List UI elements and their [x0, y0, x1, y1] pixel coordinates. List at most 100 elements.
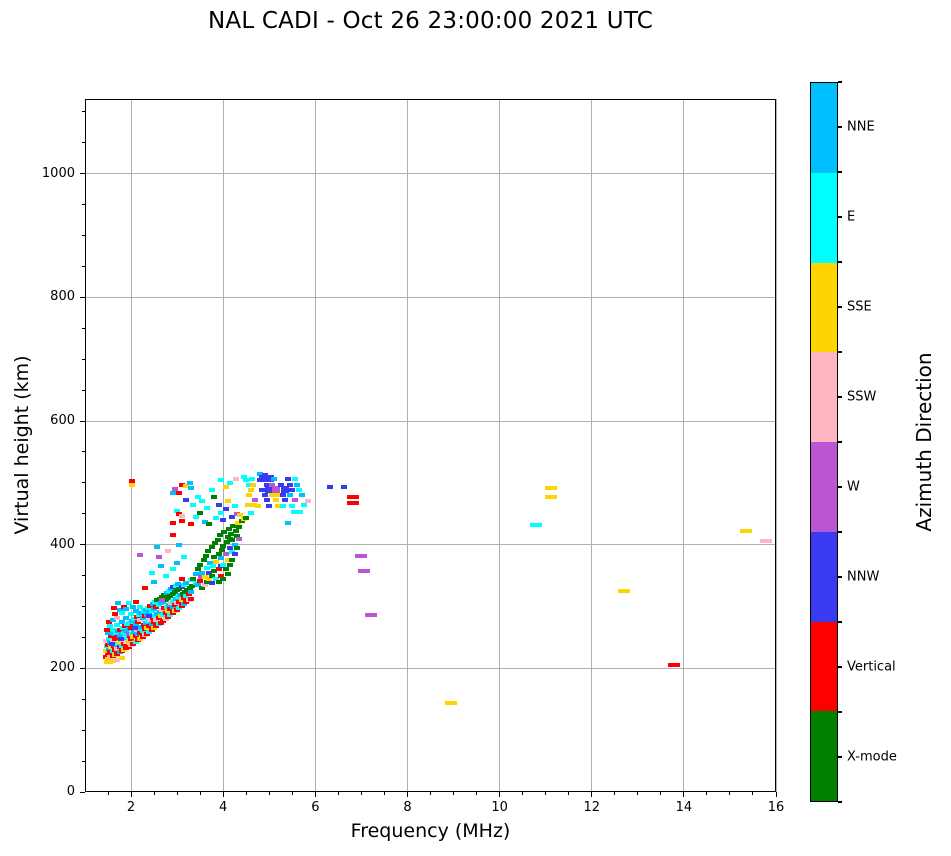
colorbar-segment-ssw [811, 352, 837, 442]
data-point [128, 482, 135, 487]
data-point [201, 574, 208, 579]
colorbar-axis-label: Azimuth Direction [912, 352, 936, 532]
data-point [296, 487, 303, 492]
data-point [210, 495, 217, 500]
data-point [208, 488, 215, 493]
x-minor-tick [199, 792, 201, 795]
data-point [234, 534, 241, 539]
x-axis-label: Frequency (MHz) [350, 820, 511, 842]
data-point [245, 493, 252, 498]
y-minor-tick [82, 606, 85, 608]
data-point [229, 537, 236, 542]
data-point [213, 516, 220, 521]
x-minor-tick [729, 792, 731, 795]
data-point [187, 480, 194, 485]
data-point [181, 555, 188, 560]
data-point [197, 510, 204, 515]
x-tick [591, 792, 593, 797]
data-point [272, 486, 281, 494]
data-point [231, 504, 238, 509]
data-point [217, 573, 224, 578]
data-point [114, 657, 121, 662]
data-point [104, 628, 111, 633]
data-point [275, 503, 282, 508]
y-minor-tick [82, 698, 85, 700]
data-point [114, 615, 121, 620]
data-point [204, 505, 211, 510]
y-minor-tick [82, 327, 85, 329]
data-point [216, 533, 223, 538]
y-minor-tick [82, 111, 85, 113]
colorbar [810, 82, 838, 802]
data-point [107, 624, 114, 629]
y-tick-label: 600 [50, 413, 75, 429]
data-point [169, 567, 176, 572]
gridline-x [775, 99, 777, 792]
data-point [244, 503, 257, 508]
colorbar-tick [838, 801, 842, 803]
data-point [261, 472, 268, 477]
data-point [208, 573, 215, 578]
data-point [109, 628, 116, 633]
colorbar-tick [838, 486, 842, 488]
data-point [197, 562, 204, 567]
data-point [169, 533, 176, 538]
data-point [111, 611, 118, 616]
x-minor-tick [176, 792, 178, 795]
data-point [740, 529, 753, 534]
data-point [236, 525, 243, 530]
data-point [194, 494, 201, 499]
data-point [116, 607, 123, 612]
data-point [105, 637, 112, 642]
data-point [178, 519, 185, 524]
data-point [176, 491, 183, 496]
data-point [187, 522, 194, 527]
data-point [282, 498, 289, 503]
data-point [118, 619, 125, 624]
data-point [210, 568, 217, 573]
y-minor-tick [82, 266, 85, 268]
y-tick-label: 200 [50, 660, 75, 676]
data-point [210, 564, 217, 569]
data-point [298, 493, 305, 498]
data-point [194, 567, 201, 572]
data-point [259, 475, 268, 483]
colorbar-tick-label-x-mode: X-mode [847, 749, 897, 765]
data-point [231, 551, 238, 556]
data-point [151, 579, 158, 584]
data-point [174, 508, 181, 513]
data-point [132, 599, 139, 604]
y-minor-tick [82, 358, 85, 360]
data-point [222, 551, 229, 556]
colorbar-tick [838, 441, 842, 443]
data-point [222, 485, 229, 490]
x-tick [775, 792, 777, 797]
data-point [289, 503, 296, 508]
data-point [545, 485, 558, 490]
data-point [222, 567, 229, 572]
data-point [187, 485, 194, 490]
x-minor-tick [268, 792, 270, 795]
data-point [187, 596, 194, 601]
data-point [109, 618, 116, 623]
plot-area [85, 99, 777, 792]
data-point [201, 520, 208, 525]
x-minor-tick [453, 792, 455, 795]
data-point [238, 519, 245, 524]
colorbar-segment-w [811, 442, 837, 532]
data-point [118, 610, 125, 615]
data-point [158, 564, 164, 569]
x-tick [222, 792, 224, 797]
data-point [236, 536, 243, 541]
x-minor-tick [522, 792, 524, 795]
y-minor-tick [82, 235, 85, 237]
x-minor-tick [476, 792, 478, 795]
data-point [347, 494, 360, 499]
colorbar-tick [838, 756, 842, 758]
data-point [174, 561, 181, 566]
data-point [220, 543, 227, 548]
data-point [109, 639, 116, 644]
data-point [175, 581, 182, 586]
colorbar-tick [838, 576, 842, 578]
data-point [275, 493, 282, 498]
